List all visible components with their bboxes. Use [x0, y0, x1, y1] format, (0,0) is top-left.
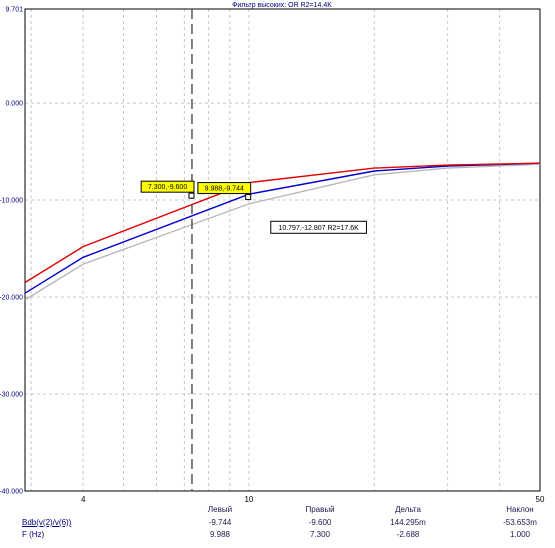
y-tick-label: -20.000 [0, 295, 23, 302]
readout-panel: Левый Правый Дельта Наклон Bdb(v(2)/v(6)… [0, 505, 555, 548]
readout-cell: 144.295m [390, 518, 426, 527]
x-tick-label: 10 [244, 495, 253, 504]
y-tick-label: -40.000 [0, 489, 23, 496]
readout-cell: -9.600 [308, 518, 332, 527]
readout-header-slope: Наклон [506, 505, 534, 514]
x-axis-ticks: 4 10 50 [81, 495, 545, 504]
annotation-box [140, 180, 195, 193]
annotation-box [197, 182, 252, 195]
readout-row-label: F (Hz) [22, 530, 45, 539]
readout-header-right: Правый [305, 505, 335, 514]
readout-cell: 7.300 [309, 530, 331, 539]
readout-cell: -53.653m [503, 518, 537, 527]
readout-cell: -9.744 [208, 518, 232, 527]
grid [25, 9, 541, 491]
annotations: 7.300,-9.600 9.988,-9.744 10.797,-12.807 R… [140, 180, 367, 234]
readout-header-delta: Дельта [395, 505, 421, 514]
readout-cell: -2.688 [396, 530, 420, 539]
y-tick-label: -10.000 [0, 198, 23, 205]
annotation-label: 7.300,-9.600 [148, 184, 187, 191]
annotation-label: 10.797,-12.807 R2=17.6K [278, 225, 359, 232]
y-tick-label: -30.000 [0, 392, 23, 399]
y-tick-label: 0.000 [5, 101, 23, 108]
chart-title: Фильтр высоких: OR R2=14.4K [232, 2, 332, 9]
annotation-box [270, 220, 367, 234]
readout-header-left: Левый [207, 505, 233, 514]
readout-row-label[interactable]: Bdb(v(2)/v(6)) [22, 518, 72, 527]
y-axis-ticks: 9.701 0.000 -10.000 -20.000 -30.000 -40.000 [0, 7, 23, 496]
plot-frame [24, 8, 541, 492]
cursor-marker[interactable] [188, 192, 195, 199]
readout-cell: 1.000 [509, 530, 531, 539]
x-tick-label: 50 [536, 495, 545, 504]
annotation-label: 9.988,-9.744 [205, 186, 244, 193]
y-tick-label: 9.701 [5, 7, 23, 14]
x-tick-label: 4 [81, 495, 86, 504]
series-lines [24, 162, 541, 301]
readout-cell: 9.988 [209, 530, 231, 539]
series-line [24, 162, 541, 294]
cursor-marker[interactable] [245, 194, 252, 201]
series-line [24, 162, 541, 284]
series-line [24, 163, 541, 301]
